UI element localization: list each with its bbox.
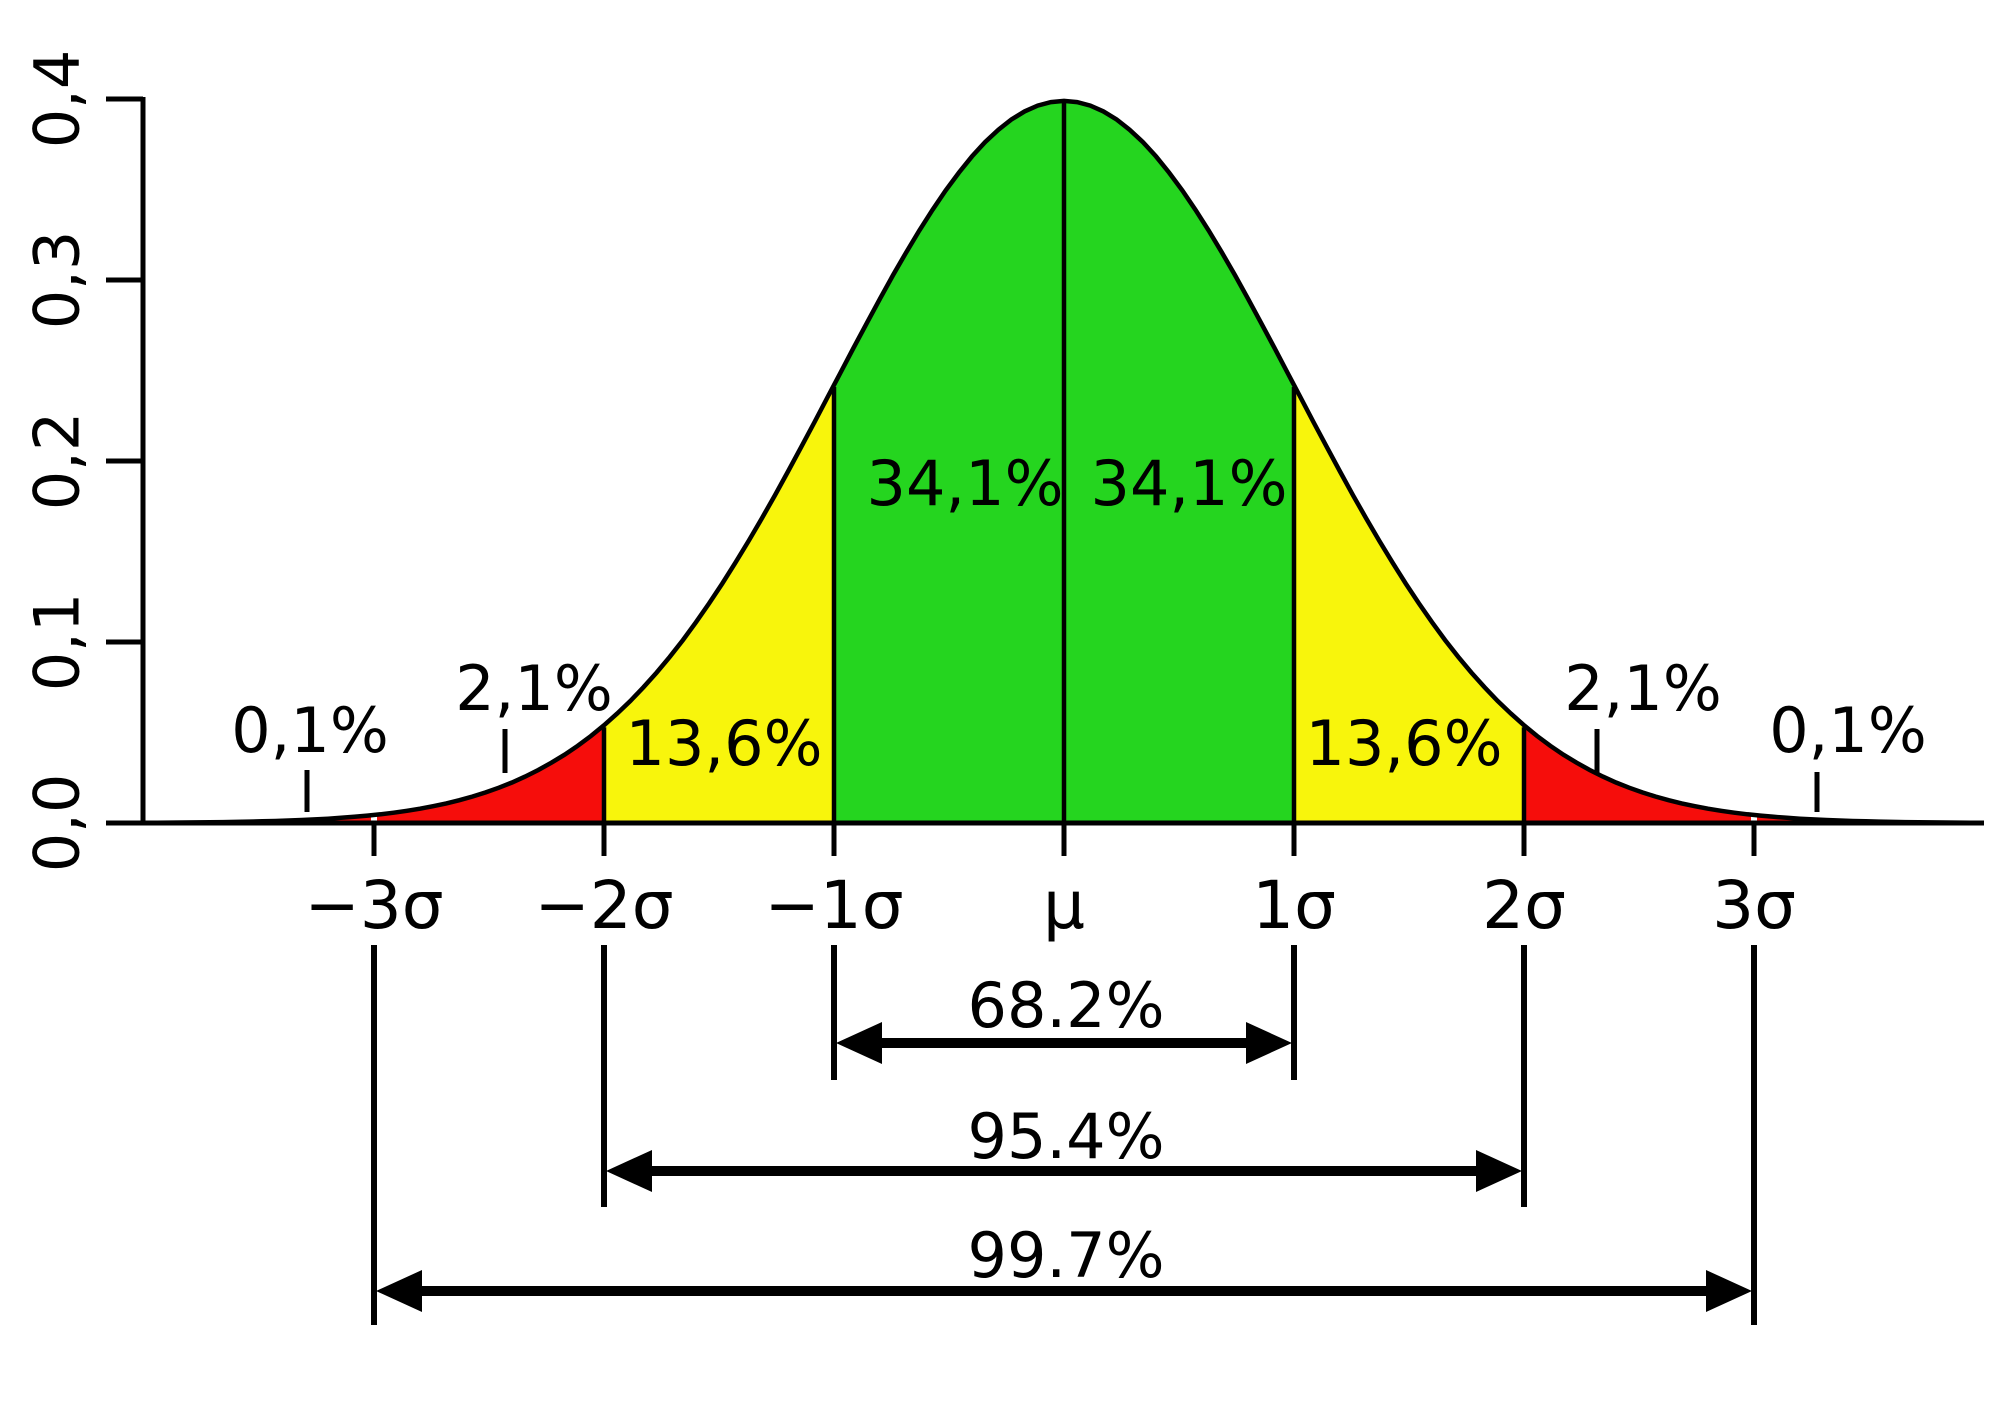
region-percent-label: 34,1% bbox=[1091, 447, 1288, 520]
region-percent-label: 13,6% bbox=[626, 707, 823, 780]
gaussian-curve bbox=[143, 98, 1985, 826]
x-tick-label: 1σ bbox=[1252, 867, 1336, 944]
interval-arrowhead-left bbox=[836, 1022, 882, 1064]
interval-percent-label: 99.7% bbox=[968, 1219, 1165, 1292]
y-tick-label: 0,4 bbox=[20, 50, 93, 149]
interval-percent-label: 95.4% bbox=[968, 1100, 1165, 1173]
area-tail-red-right bbox=[1524, 725, 1984, 823]
region-percent-label: 2,1% bbox=[1564, 652, 1722, 725]
y-tick-label: 0,3 bbox=[20, 231, 93, 330]
x-tick-label: −2σ bbox=[534, 867, 673, 944]
y-tick-label: 0,2 bbox=[20, 412, 93, 511]
x-tick-label: −1σ bbox=[764, 867, 903, 944]
y-tick-label: 0,1 bbox=[20, 593, 93, 692]
interval-arrowhead-left bbox=[606, 1150, 652, 1192]
region-percent-label: 13,6% bbox=[1306, 707, 1503, 780]
y-tick-label: 0,0 bbox=[20, 774, 93, 873]
interval-arrowhead-right bbox=[1706, 1270, 1752, 1312]
region-percent-label: 0,1% bbox=[1769, 694, 1927, 767]
region-percent-label: 2,1% bbox=[455, 652, 613, 725]
region-percent-label: 0,1% bbox=[231, 694, 389, 767]
x-tick-label: μ bbox=[1043, 867, 1085, 944]
interval-arrowhead-left bbox=[376, 1270, 422, 1312]
x-tick-label: −3σ bbox=[304, 867, 443, 944]
interval-arrowhead-right bbox=[1246, 1022, 1292, 1064]
interval-percent-label: 68.2% bbox=[968, 969, 1165, 1042]
interval-arrowhead-right bbox=[1476, 1150, 1522, 1192]
area-tail-red-left bbox=[144, 725, 604, 823]
region-percent-label: 34,1% bbox=[867, 447, 1064, 520]
x-tick-label: 3σ bbox=[1712, 867, 1796, 944]
x-tick-label: 2σ bbox=[1482, 867, 1566, 944]
